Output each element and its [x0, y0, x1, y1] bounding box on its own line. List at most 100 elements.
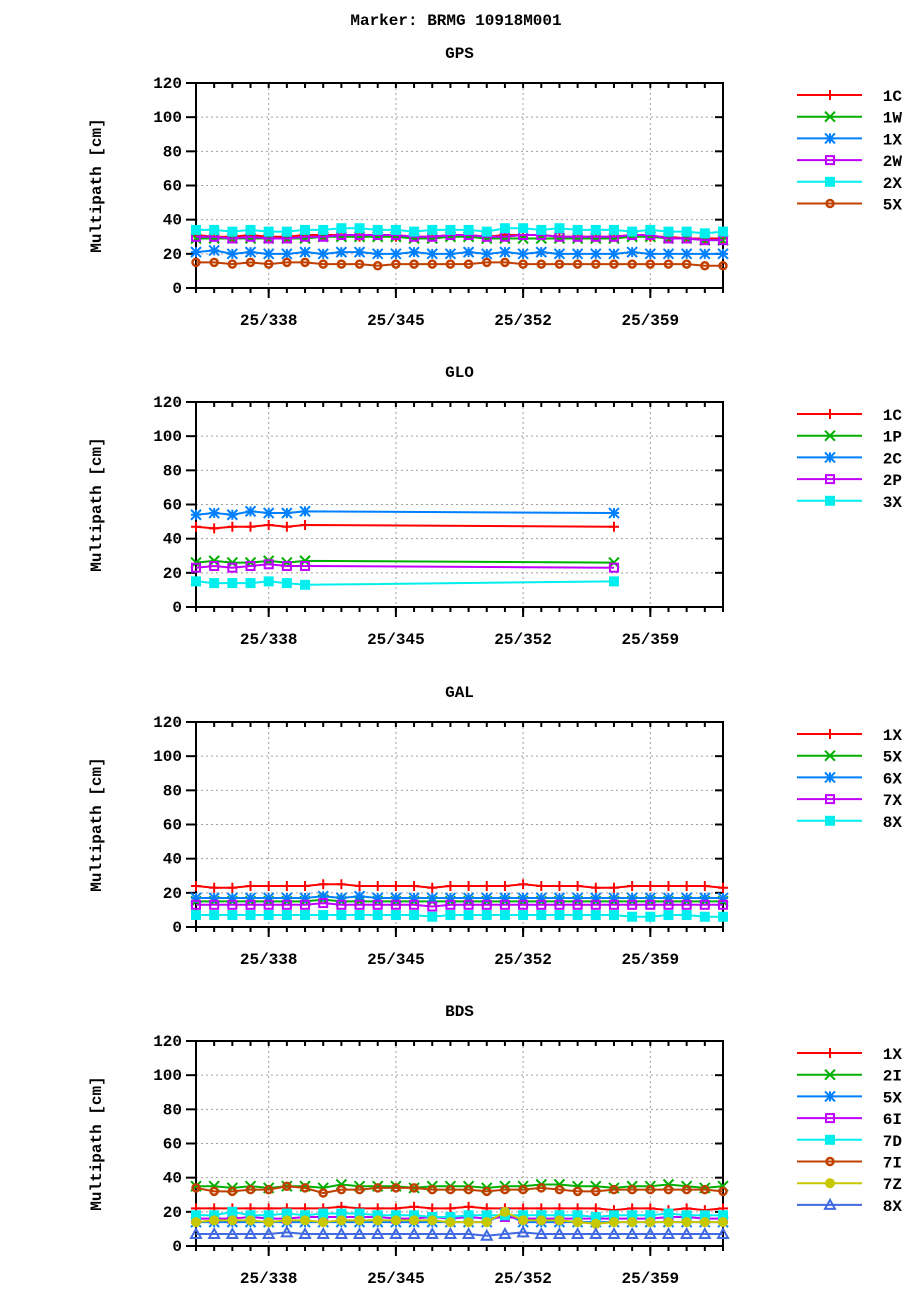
- data-point-2X: [372, 224, 383, 235]
- data-point-7Z: [445, 1217, 456, 1228]
- data-point-5X: [427, 259, 437, 269]
- data-point-6X: [662, 892, 675, 904]
- data-point-2X: [281, 226, 292, 237]
- x-tick-label: 25/352: [494, 631, 552, 649]
- data-point-7I: [445, 1184, 456, 1195]
- data-point-7X: [518, 899, 529, 910]
- data-point-7I: [627, 1184, 637, 1195]
- data-point-2X: [699, 228, 710, 239]
- data-point-8X: [643, 1226, 658, 1240]
- legend-label: 2C: [883, 450, 903, 468]
- data-point-8X: [427, 911, 438, 922]
- x-tick-label: 25/338: [240, 951, 298, 969]
- data-point-2X: [409, 226, 420, 237]
- data-point-3X: [209, 578, 220, 589]
- data-point-6X: [644, 892, 657, 904]
- panel-gps: GPS Multipath [cm] 0 20 40 60 80 100 120 25/338 25…: [88, 45, 902, 330]
- data-point-1X: [444, 248, 457, 260]
- data-point-6X: [553, 892, 566, 904]
- x-tick-label: 25/338: [240, 631, 298, 649]
- data-point-2X: [463, 224, 474, 235]
- data-point-1C: [263, 520, 274, 530]
- series-2C: [190, 505, 620, 521]
- legend-label: 6X: [883, 770, 903, 788]
- legend-label: 1X: [883, 727, 903, 745]
- data-point-8X: [263, 910, 274, 921]
- data-point-8X: [352, 1226, 367, 1240]
- data-point-1X: [372, 248, 384, 260]
- data-point-7Z: [608, 1217, 619, 1228]
- data-point-6X: [426, 892, 438, 904]
- data-point-2X: [681, 226, 692, 237]
- data-point-7I: [663, 1184, 674, 1195]
- data-point-7I: [263, 1184, 274, 1195]
- series-line-2I: [196, 1183, 724, 1189]
- y-tick-label: 120: [153, 394, 182, 412]
- y-tick-label: 100: [153, 428, 182, 446]
- data-point-2X: [572, 224, 583, 235]
- data-point-1X: [244, 246, 257, 258]
- data-point-7X: [390, 899, 401, 910]
- y-tick-label: 40: [163, 851, 182, 869]
- data-point-7X: [227, 899, 238, 910]
- y-tick-label: 60: [163, 497, 182, 515]
- legend-label: 1X: [883, 1046, 903, 1064]
- series-line-5X: [196, 261, 723, 267]
- legend-marker-7Z: [825, 1178, 835, 1189]
- data-point-2C: [208, 507, 220, 519]
- data-point-7D: [191, 1210, 201, 1221]
- data-point-8X: [445, 910, 456, 921]
- data-point-7D: [554, 1210, 565, 1221]
- data-point-7X: [372, 899, 383, 910]
- data-point-2X: [481, 226, 492, 237]
- legend-label: 7Z: [883, 1176, 902, 1194]
- data-point-1X: [590, 882, 601, 893]
- data-point-6X: [699, 892, 711, 904]
- data-point-1X: [571, 248, 584, 260]
- data-point-8X: [625, 1226, 639, 1240]
- series-7X: [191, 898, 728, 912]
- data-point-7X: [663, 899, 674, 910]
- data-point-1X: [663, 881, 674, 891]
- series-line-8X: [196, 1231, 723, 1237]
- data-point-7I: [536, 1183, 547, 1193]
- series-line-3X: [195, 580, 614, 586]
- data-point-5X: [627, 259, 637, 269]
- y-axis-label: Multipath [cm]: [88, 118, 106, 252]
- data-point-7I: [354, 1184, 365, 1195]
- data-point-6X: [408, 892, 420, 904]
- y-tick-label: 40: [163, 1170, 182, 1188]
- data-point-7X: [536, 899, 547, 910]
- series-2X: [191, 223, 728, 239]
- data-point-6X: [517, 892, 529, 904]
- data-point-7I: [427, 1184, 437, 1195]
- data-point-8X: [536, 910, 547, 921]
- y-tick-label: 40: [163, 212, 182, 230]
- data-point-7I: [572, 1186, 583, 1197]
- plot-frame: [195, 1040, 724, 1247]
- data-point-7Z: [281, 1215, 292, 1226]
- data-point-7D: [263, 1210, 274, 1221]
- plot-frame: [195, 82, 724, 289]
- y-tick-label: 80: [163, 782, 182, 800]
- data-point-1X: [445, 1203, 456, 1214]
- x-tick-label: 25/359: [622, 631, 680, 649]
- data-point-8X: [463, 910, 474, 921]
- legend-marker-1P: [824, 429, 836, 442]
- data-point-8X: [443, 1226, 458, 1240]
- series-3X: [191, 576, 619, 590]
- data-point-8X: [681, 910, 692, 921]
- data-point-1X: [281, 248, 293, 260]
- data-point-6X: [462, 892, 475, 904]
- data-point-7I: [209, 1186, 219, 1197]
- series-line-7X: [196, 902, 723, 908]
- data-point-7I: [282, 1181, 292, 1191]
- y-axis-label: Multipath [cm]: [88, 1076, 106, 1210]
- data-point-5X: [263, 259, 274, 269]
- data-point-5X: [445, 259, 456, 269]
- data-point-5X: [663, 259, 674, 269]
- series-1C: [191, 520, 619, 534]
- data-point-2X: [518, 223, 529, 234]
- data-point-2X: [354, 223, 365, 234]
